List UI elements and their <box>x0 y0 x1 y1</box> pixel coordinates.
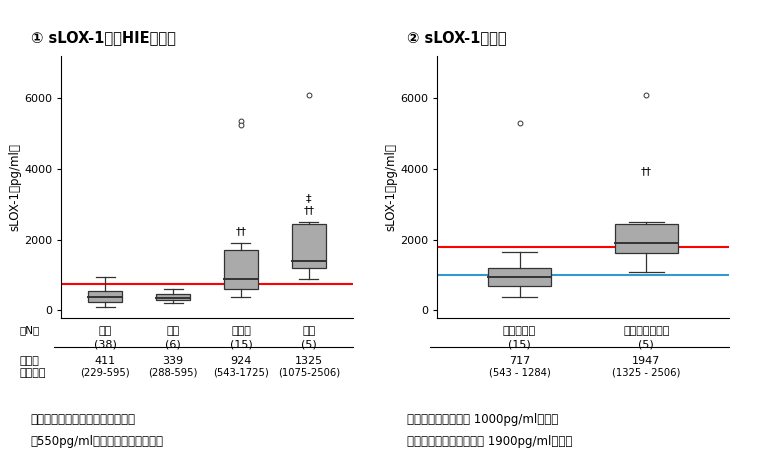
Text: (15): (15) <box>509 340 531 350</box>
Text: ††: †† <box>640 166 652 176</box>
Text: (1325 - 2506): (1325 - 2506) <box>612 368 680 378</box>
Text: 重度後違症あり: 重度後違症あり <box>623 326 670 336</box>
Text: (38): (38) <box>94 340 117 350</box>
Text: (229-595): (229-595) <box>81 368 130 378</box>
Text: (5): (5) <box>301 340 317 350</box>
Text: ② sLOX-1と予後: ② sLOX-1と予後 <box>407 30 506 45</box>
Text: 中等度: 中等度 <box>231 326 251 336</box>
Y-axis label: sLOX-1（pg/ml）: sLOX-1（pg/ml） <box>384 143 397 231</box>
Y-axis label: sLOX-1（pg/ml）: sLOX-1（pg/ml） <box>8 143 21 231</box>
Text: 1947: 1947 <box>632 356 660 366</box>
Text: (5): (5) <box>638 340 654 350</box>
Bar <box>614 224 678 253</box>
Text: (6): (6) <box>166 340 181 350</box>
Text: ・550pg/ml以上は中等度か重度。: ・550pg/ml以上は中等度か重度。 <box>31 435 163 448</box>
Bar <box>88 291 123 302</box>
Text: 軽度: 軽度 <box>166 326 179 336</box>
Text: 411: 411 <box>95 356 116 366</box>
Text: ① sLOX-1値とHIE重症度: ① sLOX-1値とHIE重症度 <box>31 30 176 45</box>
Text: 339: 339 <box>163 356 184 366</box>
Text: (543-1725): (543-1725) <box>213 368 269 378</box>
Text: 平均値: 平均値 <box>19 356 39 366</box>
Bar <box>224 250 258 289</box>
Text: (543 - 1284): (543 - 1284) <box>489 368 551 378</box>
Text: 後違症なし: 後違症なし <box>503 326 536 336</box>
Bar <box>156 294 190 300</box>
Text: 正常: 正常 <box>99 326 112 336</box>
Text: (1075-2506): (1075-2506) <box>278 368 340 378</box>
Text: （N）: （N） <box>19 325 39 336</box>
Text: ††: †† <box>235 226 246 236</box>
Text: 1325: 1325 <box>295 356 323 366</box>
Text: 重度: 重度 <box>302 326 315 336</box>
Text: （範囲）: （範囲） <box>19 368 46 378</box>
Bar <box>291 224 326 268</box>
Text: ‡
††: ‡ †† <box>303 193 314 215</box>
Text: 717: 717 <box>509 356 530 366</box>
Text: 924: 924 <box>230 356 252 366</box>
Text: ・後遗症ない群は、 1000pg/ml以下。: ・後遗症ない群は、 1000pg/ml以下。 <box>407 413 558 426</box>
Text: (15): (15) <box>229 340 252 350</box>
Text: ・正常と軽度は同じくらいの値。: ・正常と軽度は同じくらいの値。 <box>31 413 136 426</box>
Text: (288-595): (288-595) <box>149 368 198 378</box>
Text: ・重度な後遗症の群は、 1900pg/ml以上。: ・重度な後遗症の群は、 1900pg/ml以上。 <box>407 435 572 448</box>
Bar <box>488 268 551 286</box>
